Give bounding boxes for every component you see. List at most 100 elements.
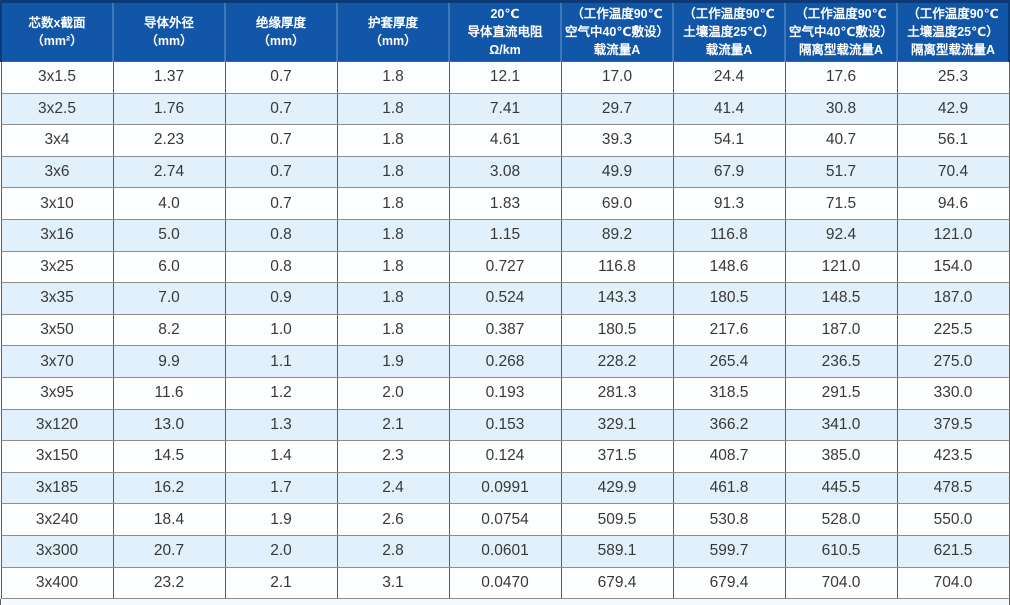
cell-insulation-thickness: 1.9 — [224, 503, 338, 536]
table-row-3x16: 3x16 5.0 0.8 1.8 1.15 89.2 116.8 92.4 121.0 — [0, 218, 1010, 252]
table-row-3x50: 3x50 8.2 1.0 1.8 0.387 180.5 217.6 187.0 225.5 — [0, 313, 1010, 347]
cell-isolated-ampacity-air: 40.7 — [784, 124, 898, 157]
cell-cores-size: 3x6 — [0, 155, 114, 189]
cell-sheath-thickness: 1.8 — [336, 61, 450, 94]
cell-cores-size: 3x35 — [0, 282, 114, 315]
cell-dc-resistance: 1.83 — [448, 187, 562, 220]
cell-insulation-thickness: 1.7 — [224, 471, 338, 505]
cell-dc-resistance: 3.08 — [448, 155, 562, 189]
cell-cores-size: 3x95 — [0, 376, 114, 410]
cell-isolated-ampacity-air: 148.5 — [784, 282, 898, 315]
cell-conductor-od: 2.74 — [112, 155, 226, 189]
cell-insulation-thickness: 1.2 — [224, 376, 338, 410]
table-row-3x70: 3x70 9.9 1.1 1.9 0.268 228.2 265.4 236.5 275.0 — [0, 345, 1010, 378]
cell-isolated-ampacity-air: 71.5 — [784, 187, 898, 220]
cell-sheath-thickness: 2.1 — [336, 408, 450, 442]
table-row-3x1.5: 3x1.5 1.37 0.7 1.8 12.1 17.0 24.4 17.6 25.3 — [0, 61, 1010, 94]
cell-isolated-ampacity-soil: 42.9 — [896, 92, 1010, 126]
cell-dc-resistance: 4.61 — [448, 124, 562, 157]
cell-dc-resistance: 0.727 — [448, 250, 562, 284]
table-row-3x185: 3x185 16.2 1.7 2.4 0.0991 429.9 461.8 445.5 478.… — [0, 471, 1010, 505]
cell-cores-size: 3x300 — [0, 534, 114, 568]
cell-isolated-ampacity-air: 17.6 — [784, 61, 898, 94]
cell-conductor-od: 5.0 — [112, 218, 226, 252]
column-header-dc-resistance: 20℃ 导体直流电阻 Ω/km — [448, 0, 561, 62]
cell-isolated-ampacity-soil: 225.5 — [896, 313, 1010, 347]
cell-sheath-thickness: 3.1 — [336, 566, 450, 600]
cell-isolated-ampacity-soil: 704.0 — [896, 566, 1010, 600]
cell-isolated-ampacity-air: 610.5 — [784, 534, 898, 568]
cell-conductor-od: 9.9 — [112, 345, 226, 378]
table-row-3x25: 3x25 6.0 0.8 1.8 0.727 116.8 148.6 121.0 154.0 — [0, 250, 1010, 284]
cell-insulation-thickness: 0.9 — [224, 282, 338, 315]
cell-isolated-ampacity-air: 51.7 — [784, 155, 898, 189]
cell-dc-resistance: 1.15 — [448, 218, 562, 252]
cell-isolated-ampacity-soil: 70.4 — [896, 155, 1010, 189]
cell-ampacity-soil: 180.5 — [672, 282, 786, 315]
table-row-3x4: 3x4 2.23 0.7 1.8 4.61 39.3 54.1 40.7 56.1 — [0, 124, 1010, 157]
table-bottom-strip — [0, 599, 1010, 605]
cell-insulation-thickness: 0.7 — [224, 187, 338, 220]
column-header-ampacity-soil: （工作温度90℃ 土壤温度25℃） 载流量A — [672, 0, 785, 62]
cell-conductor-od: 1.37 — [112, 61, 226, 94]
cell-ampacity-soil: 116.8 — [672, 218, 786, 252]
cell-isolated-ampacity-air: 341.0 — [784, 408, 898, 442]
cell-ampacity-air: 329.1 — [560, 408, 674, 442]
cell-isolated-ampacity-air: 528.0 — [784, 503, 898, 536]
cell-conductor-od: 23.2 — [112, 566, 226, 600]
cell-conductor-od: 18.4 — [112, 503, 226, 536]
cell-isolated-ampacity-air: 187.0 — [784, 313, 898, 347]
cell-insulation-thickness: 0.7 — [224, 61, 338, 94]
cell-ampacity-air: 180.5 — [560, 313, 674, 347]
cell-ampacity-soil: 24.4 — [672, 61, 786, 94]
cell-isolated-ampacity-soil: 379.5 — [896, 408, 1010, 442]
cell-sheath-thickness: 2.6 — [336, 503, 450, 536]
cell-sheath-thickness: 1.8 — [336, 282, 450, 315]
cell-insulation-thickness: 2.0 — [224, 534, 338, 568]
cell-insulation-thickness: 1.3 — [224, 408, 338, 442]
cell-conductor-od: 1.76 — [112, 92, 226, 126]
cell-ampacity-air: 89.2 — [560, 218, 674, 252]
table-row-3x6: 3x6 2.74 0.7 1.8 3.08 49.9 67.9 51.7 70.4 — [0, 155, 1010, 189]
cell-cores-size: 3x120 — [0, 408, 114, 442]
cell-insulation-thickness: 1.0 — [224, 313, 338, 347]
cell-cores-size: 3x150 — [0, 440, 114, 473]
cell-insulation-thickness: 2.1 — [224, 566, 338, 600]
cell-ampacity-air: 228.2 — [560, 345, 674, 378]
cell-isolated-ampacity-soil: 550.0 — [896, 503, 1010, 536]
cell-ampacity-air: 39.3 — [560, 124, 674, 157]
cell-ampacity-soil: 217.6 — [672, 313, 786, 347]
cell-sheath-thickness: 2.3 — [336, 440, 450, 473]
cell-conductor-od: 11.6 — [112, 376, 226, 410]
cell-isolated-ampacity-air: 121.0 — [784, 250, 898, 284]
cell-sheath-thickness: 2.0 — [336, 376, 450, 410]
table-row-3x95: 3x95 11.6 1.2 2.0 0.193 281.3 318.5 291.5 330.0 — [0, 376, 1010, 410]
cell-ampacity-soil: 41.4 — [672, 92, 786, 126]
table-body: 3x1.5 1.37 0.7 1.8 12.1 17.0 24.4 17.6 25.3 3x2.5… — [0, 61, 1010, 600]
cell-sheath-thickness: 1.9 — [336, 345, 450, 378]
cell-ampacity-air: 143.3 — [560, 282, 674, 315]
cell-cores-size: 3x4 — [0, 124, 114, 157]
cell-dc-resistance: 0.153 — [448, 408, 562, 442]
column-header-conductor-od: 导体外径 （mm） — [112, 0, 225, 62]
cell-ampacity-air: 429.9 — [560, 471, 674, 505]
cell-insulation-thickness: 1.4 — [224, 440, 338, 473]
table-row-3x400: 3x400 23.2 2.1 3.1 0.0470 679.4 679.4 704.0 704.… — [0, 566, 1010, 600]
cell-conductor-od: 14.5 — [112, 440, 226, 473]
cell-isolated-ampacity-soil: 478.5 — [896, 471, 1010, 505]
cell-isolated-ampacity-air: 291.5 — [784, 376, 898, 410]
cell-ampacity-soil: 67.9 — [672, 155, 786, 189]
table-row-3x2.5: 3x2.5 1.76 0.7 1.8 7.41 29.7 41.4 30.8 42.9 — [0, 92, 1010, 126]
cell-ampacity-soil: 54.1 — [672, 124, 786, 157]
cell-insulation-thickness: 1.1 — [224, 345, 338, 378]
cell-dc-resistance: 0.268 — [448, 345, 562, 378]
cell-ampacity-air: 69.0 — [560, 187, 674, 220]
column-header-cores-size: 芯数x截面 （mm²） — [0, 0, 113, 62]
column-header-ampacity-air: （工作温度90℃ 空气中40℃敷设） 载流量A — [560, 0, 673, 62]
cell-insulation-thickness: 0.8 — [224, 218, 338, 252]
cell-dc-resistance: 0.524 — [448, 282, 562, 315]
cell-ampacity-air: 17.0 — [560, 61, 674, 94]
cell-ampacity-air: 589.1 — [560, 534, 674, 568]
